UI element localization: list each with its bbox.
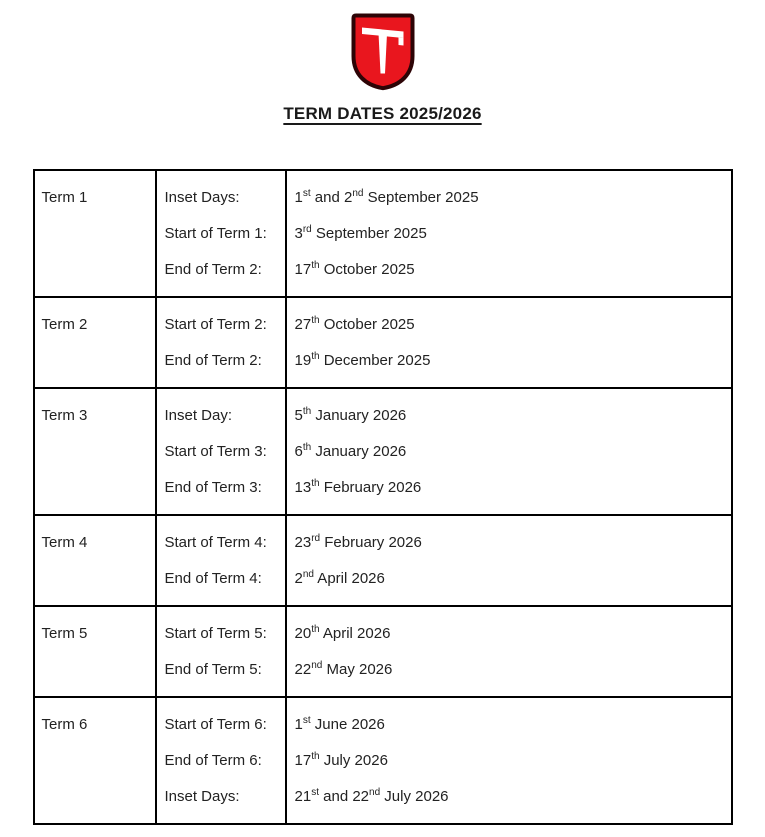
term-table-body: Term 1 Inset Days: Start of Term 1: End of … [32,169,733,825]
term-name: Term 1 [41,189,88,206]
event-label: Inset Day: [164,407,233,424]
event-labels-cell: Start of Term 5: End of Term 5: [154,605,287,698]
event-date: 1st and 2nd September 2025 [294,188,479,207]
term-name: Term 4 [41,534,88,551]
event-date: 6th January 2026 [294,442,407,461]
term-name-cell: Term 3 [32,387,157,516]
logo-container [0,0,765,91]
event-labels-cell: Start of Term 4: End of Term 4: [154,514,287,607]
event-dates-cell: 1st June 2026 17th July 2026 21st and 22nd… [284,696,733,825]
term-row: Term 2 Start of Term 2: End of Term 2: 27th… [32,296,733,389]
event-dates-cell: 27th October 2025 19th December 2025 [284,296,733,389]
term-name-cell: Term 5 [32,605,157,698]
term-row: Term 1 Inset Days: Start of Term 1: End of … [32,169,733,298]
event-labels-cell: Inset Day: Start of Term 3: End of Term 3: [154,387,287,516]
event-dates-cell: 23rd February 2026 2nd April 2026 [284,514,733,607]
event-label: Start of Term 3: [164,443,267,460]
event-date: 23rd February 2026 [294,533,422,552]
event-date: 5th January 2026 [294,406,407,425]
event-label: End of Term 3: [164,479,262,496]
event-label: Start of Term 1: [164,225,267,242]
t-glyph-stem [378,33,387,74]
term-name-cell: Term 2 [32,296,157,389]
term-row: Term 6 Start of Term 6: End of Term 6: Inse… [32,696,733,825]
event-date: 27th October 2025 [294,315,415,334]
event-labels-cell: Inset Days: Start of Term 1: End of Term 2… [154,169,287,298]
term-name: Term 3 [41,407,88,424]
term-row: Term 4 Start of Term 4: End of Term 4: 23rd… [32,514,733,607]
event-date: 17th July 2026 [294,751,388,770]
term-name: Term 6 [41,716,88,733]
event-date: 22nd May 2026 [294,660,393,679]
event-date: 20th April 2026 [294,624,391,643]
term-dates-table: Term 1 Inset Days: Start of Term 1: End of … [32,169,733,825]
event-label: End of Term 5: [164,661,262,678]
event-label: End of Term 6: [164,752,262,769]
term-name: Term 5 [41,625,88,642]
event-date: 2nd April 2026 [294,569,385,588]
event-dates-cell: 20th April 2026 22nd May 2026 [284,605,733,698]
page-title: TERM DATES 2025/2026 [283,104,482,123]
t-glyph-hook [398,37,403,46]
event-label: Start of Term 2: [164,316,267,333]
event-date: 17th October 2025 [294,260,415,279]
school-crest-icon [351,13,414,91]
event-labels-cell: Start of Term 2: End of Term 2: [154,296,287,389]
event-label: End of Term 2: [164,261,262,278]
term-row: Term 3 Inset Day: Start of Term 3: End of T… [32,387,733,516]
event-dates-cell: 1st and 2nd September 2025 3rd September … [284,169,733,298]
term-name-cell: Term 6 [32,696,157,825]
term-name-cell: Term 1 [32,169,157,298]
event-label: End of Term 4: [164,570,262,587]
event-label: Inset Days: [164,788,240,805]
event-label: End of Term 2: [164,352,262,369]
event-label: Start of Term 4: [164,534,267,551]
term-name-cell: Term 4 [32,514,157,607]
event-date: 13th February 2026 [294,478,422,497]
event-label: Start of Term 6: [164,716,267,733]
event-date: 3rd September 2025 [294,224,427,243]
event-date: 21st and 22nd July 2026 [294,787,449,806]
term-name: Term 2 [41,316,88,333]
term-row: Term 5 Start of Term 5: End of Term 5: 20th… [32,605,733,698]
event-dates-cell: 5th January 2026 6th January 2026 13th Feb… [284,387,733,516]
event-label: Inset Days: [164,189,240,206]
t-glyph-bar [361,27,403,38]
event-labels-cell: Start of Term 6: End of Term 6: Inset Days… [154,696,287,825]
event-date: 1st June 2026 [294,715,385,734]
event-date: 19th December 2025 [294,351,431,370]
event-label: Start of Term 5: [164,625,267,642]
